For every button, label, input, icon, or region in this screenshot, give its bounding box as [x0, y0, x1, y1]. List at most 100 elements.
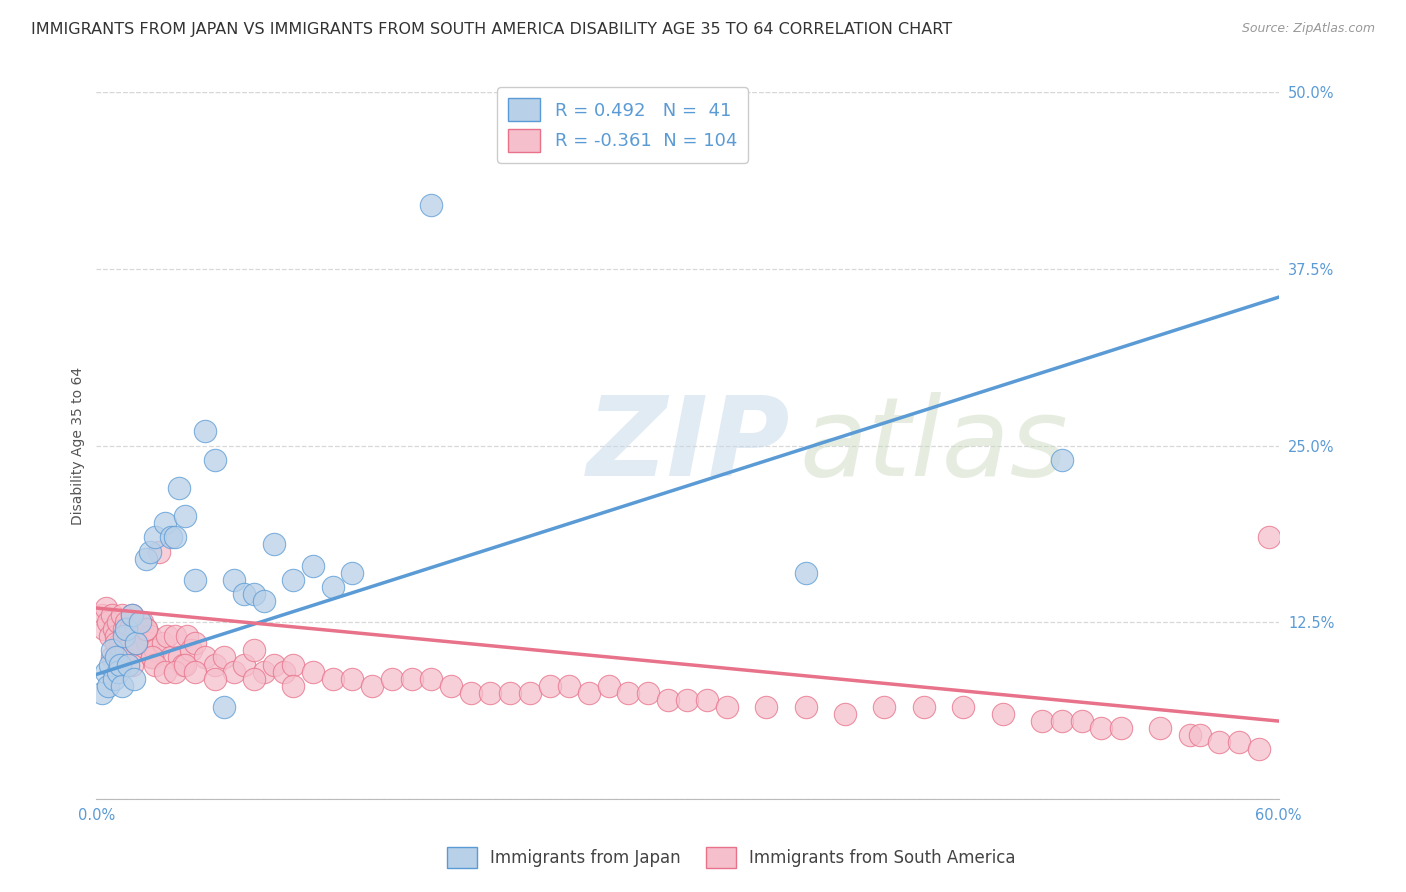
Point [302, 558, 325, 573]
Point [342, 566, 364, 580]
Point [873, 700, 896, 714]
Point [194, 425, 217, 439]
Point [519, 686, 541, 700]
Point [253, 594, 276, 608]
Point [125, 622, 148, 636]
Point [108, 650, 131, 665]
Point [834, 706, 856, 721]
Point [115, 643, 138, 657]
Point [98, 629, 121, 643]
Point [174, 657, 197, 672]
Point [696, 693, 718, 707]
Point [578, 686, 600, 700]
Point [145, 530, 167, 544]
Point [165, 665, 187, 679]
Point [617, 686, 640, 700]
Point [1178, 728, 1201, 742]
Point [283, 679, 305, 693]
Point [233, 587, 256, 601]
Point [167, 481, 190, 495]
Point [204, 672, 226, 686]
Point [538, 679, 561, 693]
Point [1247, 742, 1270, 756]
Text: Source: ZipAtlas.com: Source: ZipAtlas.com [1241, 22, 1375, 36]
Point [96, 601, 118, 615]
Point [91, 608, 114, 623]
Point [912, 700, 935, 714]
Point [716, 700, 738, 714]
Point [1031, 714, 1053, 728]
Point [111, 679, 134, 693]
Point [112, 622, 135, 636]
Point [105, 629, 128, 643]
Point [145, 657, 167, 672]
Point [165, 530, 187, 544]
Point [460, 686, 482, 700]
Point [93, 622, 115, 636]
Point [97, 679, 120, 693]
Point [108, 657, 131, 672]
Point [135, 622, 157, 636]
Point [224, 573, 246, 587]
Point [156, 629, 179, 643]
Point [101, 650, 124, 665]
Point [184, 636, 207, 650]
Text: IMMIGRANTS FROM JAPAN VS IMMIGRANTS FROM SOUTH AMERICA DISABILITY AGE 35 TO 64 C: IMMIGRANTS FROM JAPAN VS IMMIGRANTS FROM… [31, 22, 952, 37]
Point [1149, 721, 1171, 735]
Point [141, 650, 163, 665]
Point [160, 530, 183, 544]
Point [107, 665, 129, 679]
Point [121, 608, 143, 623]
Point [558, 679, 581, 693]
Point [1208, 735, 1230, 749]
Point [361, 679, 384, 693]
Point [420, 672, 443, 686]
Point [117, 629, 139, 643]
Point [117, 657, 139, 672]
Point [676, 693, 699, 707]
Point [1050, 452, 1073, 467]
Point [1227, 735, 1250, 749]
Point [283, 573, 305, 587]
Point [253, 665, 276, 679]
Point [243, 672, 266, 686]
Point [755, 700, 778, 714]
Point [135, 551, 157, 566]
Point [322, 580, 344, 594]
Point [401, 672, 423, 686]
Point [224, 665, 246, 679]
Legend: Immigrants from Japan, Immigrants from South America: Immigrants from Japan, Immigrants from S… [439, 838, 1024, 877]
Point [107, 615, 129, 629]
Point [1257, 530, 1279, 544]
Point [115, 615, 138, 629]
Point [1109, 721, 1132, 735]
Point [136, 636, 159, 650]
Point [155, 665, 177, 679]
Point [115, 622, 138, 636]
Point [132, 629, 155, 643]
Point [1070, 714, 1092, 728]
Point [440, 679, 463, 693]
Point [165, 629, 187, 643]
Point [479, 686, 502, 700]
Point [991, 706, 1014, 721]
Point [101, 608, 124, 623]
Legend: R = 0.492   N =  41, R = -0.361  N = 104: R = 0.492 N = 41, R = -0.361 N = 104 [496, 87, 748, 162]
Y-axis label: Disability Age 35 to 64: Disability Age 35 to 64 [72, 367, 86, 524]
Text: ZIP: ZIP [586, 392, 790, 499]
Point [233, 657, 256, 672]
Point [121, 657, 143, 672]
Point [420, 198, 443, 212]
Point [141, 650, 163, 665]
Point [952, 700, 974, 714]
Point [204, 452, 226, 467]
Point [118, 622, 141, 636]
Point [105, 636, 128, 650]
Point [194, 650, 217, 665]
Point [263, 537, 285, 551]
Point [184, 665, 207, 679]
Point [322, 672, 344, 686]
Point [273, 665, 295, 679]
Point [172, 657, 194, 672]
Point [122, 672, 145, 686]
